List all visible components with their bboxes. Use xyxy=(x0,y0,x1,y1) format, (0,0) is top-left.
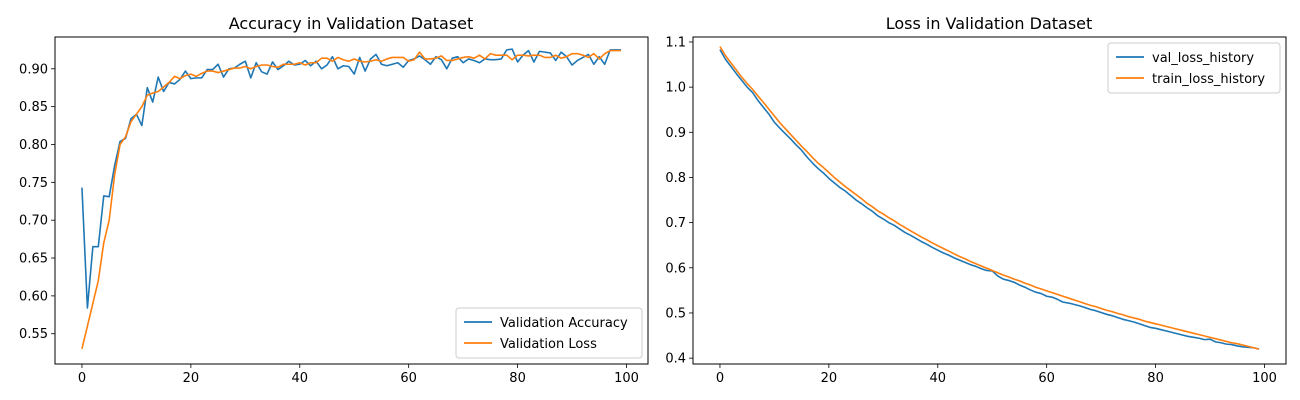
y-tick-label: 0.5 xyxy=(665,306,686,321)
series-line-1 xyxy=(719,49,1260,350)
x-tick-label: 60 xyxy=(400,371,417,386)
y-tick-label: 0.8 xyxy=(665,171,686,186)
x-axis: 0 20 40 60 80 100 xyxy=(716,364,1277,386)
legend: val_loss_history train_loss_history xyxy=(1107,42,1281,94)
y-tick-label: 0.70 xyxy=(19,214,48,229)
y-tick-label: 1.1 xyxy=(665,35,686,50)
x-tick-label: 80 xyxy=(1147,371,1164,386)
legend-label-series-2: train_loss_history xyxy=(1152,72,1265,87)
y-tick-label: 0.9 xyxy=(665,126,686,141)
y-tick-label: 0.65 xyxy=(19,252,48,267)
x-tick-label: 60 xyxy=(1038,371,1055,386)
x-tick-label: 100 xyxy=(1252,371,1277,386)
y-tick-label: 0.6 xyxy=(665,261,686,276)
x-tick-label: 0 xyxy=(78,371,86,386)
axes-frame xyxy=(54,36,649,365)
y-tick-label: 0.4 xyxy=(665,352,686,367)
plot-area xyxy=(81,48,622,350)
x-tick-label: 80 xyxy=(509,371,526,386)
legend-box xyxy=(455,307,643,359)
y-tick-label: 0.55 xyxy=(19,327,48,342)
legend-label-series-2: Validation Loss xyxy=(500,337,597,352)
chart-title: Accuracy in Validation Dataset xyxy=(229,14,474,33)
y-tick-label: 0.75 xyxy=(19,176,48,191)
plot-area xyxy=(719,46,1260,350)
axes-frame xyxy=(692,36,1287,365)
series-line-2 xyxy=(81,49,622,350)
y-tick-label: 0.80 xyxy=(19,138,48,153)
x-tick-label: 40 xyxy=(929,371,946,386)
legend: Validation Accuracy Validation Loss xyxy=(455,307,643,359)
y-tick-label: 0.7 xyxy=(665,216,686,231)
x-tick-label: 20 xyxy=(821,371,838,386)
y-tick-label: 1.0 xyxy=(665,81,686,96)
x-tick-label: 0 xyxy=(716,371,724,386)
y-tick-label: 0.60 xyxy=(19,289,48,304)
accuracy-chart: Accuracy in Validation Dataset 0 20 40 60 80… xyxy=(19,14,649,386)
legend-box xyxy=(1107,42,1281,94)
x-tick-label: 20 xyxy=(183,371,200,386)
legend-label-series-1: Validation Accuracy xyxy=(500,316,628,331)
series-line-2 xyxy=(719,46,1260,350)
loss-chart: Loss in Validation Dataset 0 20 40 60 80 100 … xyxy=(665,14,1287,386)
y-tick-label: 0.85 xyxy=(19,100,48,115)
y-tick-label: 0.90 xyxy=(19,62,48,77)
legend-label-series-1: val_loss_history xyxy=(1152,51,1254,66)
x-axis: 0 20 40 60 80 100 xyxy=(78,364,639,386)
y-axis: 0.55 0.60 0.65 0.70 0.75 0.80 0.85 0.90 xyxy=(19,62,55,342)
x-tick-label: 40 xyxy=(291,371,308,386)
chart-title: Loss in Validation Dataset xyxy=(886,14,1093,33)
x-tick-label: 100 xyxy=(614,371,639,386)
y-axis: 0.4 0.5 0.6 0.7 0.8 0.9 1.0 1.1 xyxy=(665,35,693,367)
